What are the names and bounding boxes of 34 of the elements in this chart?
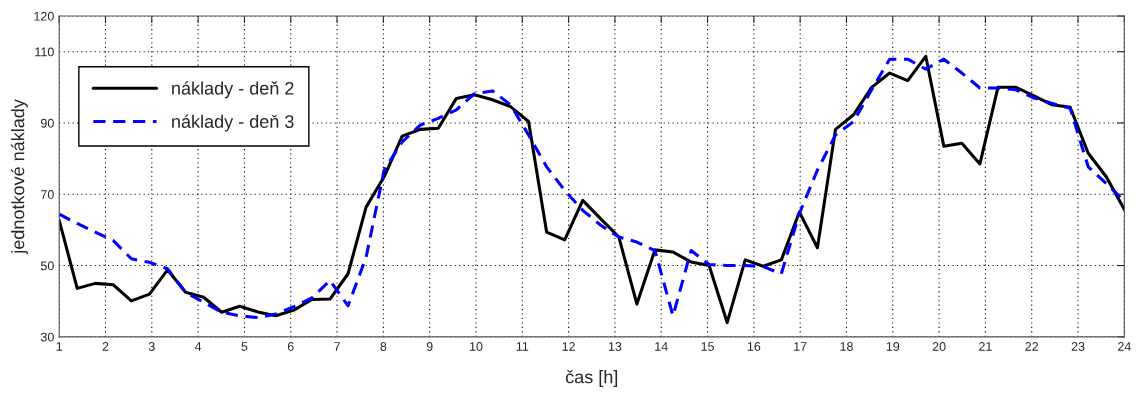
x-tick-label: 12 bbox=[562, 342, 575, 351]
x-tick-label: 8 bbox=[380, 342, 387, 351]
x-tick-label: 19 bbox=[886, 342, 900, 351]
x-tick-label: 6 bbox=[287, 342, 294, 351]
y-axis-title: jednotkové náklady bbox=[10, 99, 28, 255]
legend-label: náklady - deň 3 bbox=[172, 114, 294, 132]
x-tick-label: 17 bbox=[794, 342, 807, 351]
x-tick-label: 9 bbox=[426, 342, 433, 351]
y-tick-label: 90 bbox=[41, 118, 54, 128]
x-tick-label: 13 bbox=[608, 342, 622, 351]
x-tick-label: 16 bbox=[747, 342, 761, 351]
x-tick-label: 14 bbox=[655, 342, 668, 351]
x-tick-label: 3 bbox=[148, 342, 155, 351]
x-tick-label: 10 bbox=[469, 342, 483, 351]
y-tick-label: 30 bbox=[40, 332, 54, 342]
x-tick-label: 11 bbox=[516, 342, 529, 351]
y-tick-label: 120 bbox=[34, 11, 54, 21]
x-tick-label: 21 bbox=[979, 342, 992, 351]
x-tick-label: 20 bbox=[932, 342, 946, 351]
x-tick-label: 4 bbox=[194, 342, 202, 351]
x-tick-label: 23 bbox=[1071, 342, 1085, 351]
x-tick-label: 1 bbox=[56, 342, 63, 351]
x-tick-label: 7 bbox=[334, 342, 340, 351]
x-tick-label: 24 bbox=[1118, 342, 1131, 351]
x-axis-title: čas [h] bbox=[565, 370, 618, 387]
x-tick-label: 5 bbox=[241, 342, 248, 351]
y-tick-label: 70 bbox=[41, 190, 54, 199]
x-tick-label: 2 bbox=[102, 342, 109, 351]
legend-label: náklady - deň 2 bbox=[172, 81, 294, 99]
x-tick-label: 15 bbox=[701, 342, 714, 351]
y-tick-label: 110 bbox=[35, 47, 54, 57]
y-tick-label: 50 bbox=[40, 261, 54, 271]
x-tick-label: 22 bbox=[1025, 342, 1039, 351]
x-tick-label: 18 bbox=[840, 342, 853, 351]
